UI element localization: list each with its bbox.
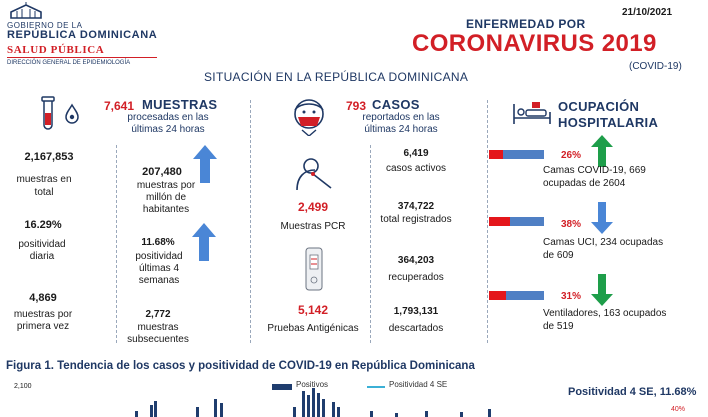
recovered-value: 364,203 (397, 255, 435, 266)
positivity-4w-label: positividad últimas 4 semanas (135, 251, 183, 286)
covid-beds-text: Camas COVID-19, 669 ocupadas de 2604 (543, 165, 646, 189)
positivos-bar (322, 399, 325, 417)
positivos-bar (370, 411, 373, 417)
cases-sub: reportados en las últimas 24 horas (362, 112, 440, 135)
active-cases-label: casos activos (385, 163, 447, 174)
positivos-bar (150, 405, 153, 417)
separator-4 (487, 100, 488, 343)
masked-face-icon (290, 96, 328, 137)
recovered-label: recuperados (388, 272, 444, 283)
disease-title: CORONAVIRUS 2019 (412, 30, 657, 57)
disease-prefix: ENFERMEDAD POR (466, 17, 586, 31)
covid-beds-bar (489, 150, 544, 159)
ventilators-pct: 31% (561, 291, 582, 302)
hospital-bed-icon (512, 100, 552, 126)
hospital-title-1: OCUPACIÓN (558, 99, 640, 114)
figure-title: Figura 1. Tendencia de los casos y posit… (6, 360, 475, 372)
antigen-value: 5,142 (297, 303, 329, 317)
ventilators-text: Ventiladores, 163 ocupados de 519 (543, 308, 667, 332)
antigen-test-icon (305, 247, 323, 291)
positivos-bar (460, 412, 463, 417)
palace-icon (10, 2, 42, 19)
samples-count-24h: 7,641 (104, 99, 135, 113)
positivos-bar (214, 399, 217, 417)
positivos-bar (312, 388, 315, 417)
positivos-bar (220, 403, 223, 417)
positivos-bar (488, 409, 491, 417)
cases-count-24h: 793 (346, 99, 367, 113)
positivos-bar (317, 393, 320, 417)
arrow-down-icon (591, 202, 613, 239)
arrow-up-green-icon (591, 135, 613, 172)
situation-title: SITUACIÓN EN LA REPÚBLICA DOMINICANA (204, 70, 469, 84)
discarded-value: 1,793,131 (393, 306, 439, 317)
daily-positivity-label: positividad diaria (18, 239, 66, 262)
separator-3 (370, 145, 371, 343)
positivos-bar (293, 407, 296, 417)
chart-plot-area (40, 386, 560, 417)
gov-line-1: GOBIERNO DE LA (7, 21, 83, 30)
government-logo (9, 2, 43, 20)
covid-beds-pct: 26% (561, 150, 582, 161)
positividad-note: Positividad 4 SE, 11.68% (568, 386, 697, 398)
samples-label: MUESTRAS (142, 97, 218, 112)
right-axis-label: 40% (671, 406, 686, 413)
total-cases-label: total registrados (380, 214, 452, 225)
positivos-bar (425, 411, 428, 417)
positivos-bar (135, 411, 138, 417)
subsequent-value: 2,772 (145, 309, 171, 320)
positivos-bar (196, 407, 199, 417)
first-time-label: muestras por primera vez (13, 309, 73, 332)
samples-total-value: 2,167,853 (24, 151, 74, 163)
legend-positividad: Positividad 4 SE (389, 380, 448, 389)
first-time-value: 4,869 (29, 292, 57, 304)
y-axis-max-label: 2,100 (14, 383, 32, 390)
positivos-bar (332, 402, 335, 417)
gov-line-2: REPÚBLICA DOMINICANA (7, 29, 158, 41)
positivos-bar (337, 407, 340, 417)
arrow-up-icon (193, 145, 217, 188)
discarded-label: descartados (388, 323, 444, 334)
active-cases-value: 6,419 (403, 148, 429, 159)
legend-positivos: Positivos (296, 380, 329, 389)
disease-code: (COVID-19) (629, 61, 682, 72)
pcr-label: Muestras PCR (280, 221, 346, 232)
covid-beds-fill (489, 150, 504, 159)
per-million-value: 207,480 (142, 166, 182, 178)
report-date: 21/10/2021 (622, 7, 673, 18)
separator-1 (116, 145, 117, 343)
positivos-bar (307, 395, 310, 417)
ventilators-bar (489, 291, 544, 300)
legend-positivos-swatch (272, 384, 292, 390)
hospital-title-2: HOSPITALARIA (558, 115, 659, 130)
samples-sub: procesadas en las últimas 24 horas (127, 112, 209, 135)
icu-fill (489, 217, 510, 226)
pcr-value: 2,499 (297, 200, 329, 214)
ministry-underline (7, 57, 157, 58)
swab-test-icon (293, 158, 333, 192)
test-tube-icon (38, 95, 86, 133)
icu-text: Camas UCI, 234 ocupadas de 609 (543, 237, 664, 261)
ministry-name: SALUD PÚBLICA (7, 44, 105, 56)
icu-bar (489, 217, 544, 226)
per-million-label: muestras por millón de habitantes (136, 180, 196, 215)
positivos-bar (302, 391, 305, 417)
daily-positivity-value: 16.29% (24, 219, 62, 231)
separator-2 (250, 100, 251, 343)
positivos-bar (154, 401, 157, 417)
positivos-bar (395, 413, 398, 417)
positivity-4w-value: 11.68% (141, 237, 175, 248)
icu-pct: 38% (561, 219, 582, 230)
subsequent-label: muestras subsecuentes (127, 322, 189, 345)
directorate-name: DIRECCIÓN GENERAL DE EPIDEMIOLOGÍA (7, 60, 131, 66)
arrow-down-green-icon (591, 274, 613, 311)
total-cases-value: 374,722 (397, 201, 435, 212)
cases-label: CASOS (372, 97, 420, 112)
samples-total-label: muestras en total (16, 174, 72, 198)
arrow-up-icon (192, 223, 216, 266)
ventilators-fill (489, 291, 507, 300)
legend-positividad-swatch (367, 386, 385, 388)
antigen-label: Pruebas Antigénicas (267, 323, 359, 334)
